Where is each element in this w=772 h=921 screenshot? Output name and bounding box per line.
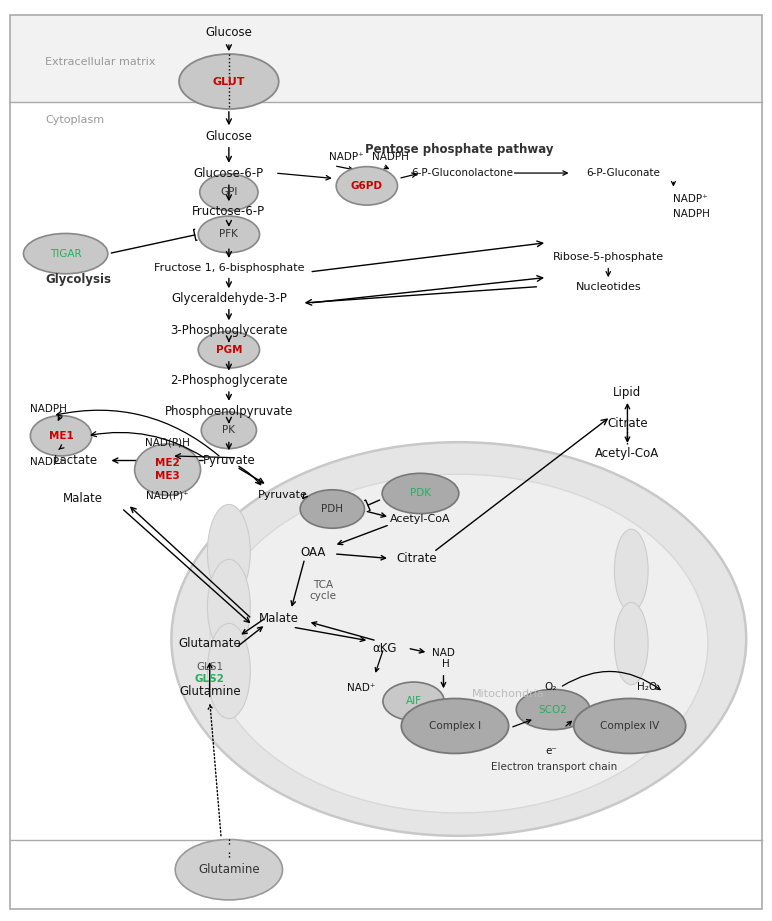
Text: GLS2: GLS2	[195, 674, 225, 684]
Text: Ribose-5-phosphate: Ribose-5-phosphate	[553, 252, 664, 262]
Text: TCA
cycle: TCA cycle	[310, 579, 337, 601]
Ellipse shape	[201, 412, 256, 449]
Text: Extracellular matrix: Extracellular matrix	[45, 57, 155, 67]
Text: G6PD: G6PD	[350, 181, 383, 191]
Ellipse shape	[516, 689, 590, 729]
Text: Lipid: Lipid	[613, 386, 642, 400]
Text: ME2: ME2	[155, 459, 180, 468]
Ellipse shape	[300, 490, 364, 529]
Ellipse shape	[401, 698, 509, 753]
Text: 6-P-Gluconate: 6-P-Gluconate	[587, 168, 661, 178]
Text: Pyruvate: Pyruvate	[258, 490, 307, 500]
Text: PDK: PDK	[410, 488, 431, 498]
Text: e⁻: e⁻	[546, 746, 557, 756]
Text: NAD(P)H: NAD(P)H	[145, 437, 190, 448]
Text: Complex I: Complex I	[429, 721, 481, 731]
Text: Complex IV: Complex IV	[600, 721, 659, 731]
Text: OAA: OAA	[300, 545, 326, 558]
Ellipse shape	[382, 473, 459, 514]
Ellipse shape	[210, 474, 708, 813]
Text: NADPH: NADPH	[29, 404, 66, 414]
Text: Malate: Malate	[63, 493, 103, 506]
Text: Cytoplasm: Cytoplasm	[45, 115, 104, 125]
Ellipse shape	[615, 530, 648, 612]
Text: Phosphoenolpyruvate: Phosphoenolpyruvate	[164, 404, 293, 417]
Text: O₂: O₂	[544, 682, 557, 692]
Text: Electron transport chain: Electron transport chain	[492, 763, 618, 772]
Text: Glutamate: Glutamate	[178, 637, 241, 650]
Text: NADP⁺: NADP⁺	[673, 193, 708, 204]
Ellipse shape	[134, 444, 201, 495]
Ellipse shape	[615, 602, 648, 685]
Text: Lactate: Lactate	[53, 454, 97, 467]
Text: Citrate: Citrate	[607, 417, 648, 430]
Text: αKG: αKG	[372, 642, 397, 655]
Text: 3-Phosphoglycerate: 3-Phosphoglycerate	[170, 324, 287, 337]
Ellipse shape	[208, 559, 250, 655]
Text: NADP⁺: NADP⁺	[329, 153, 363, 162]
Text: Glucose: Glucose	[205, 27, 252, 40]
Ellipse shape	[175, 840, 283, 900]
Text: Glycolysis: Glycolysis	[45, 273, 111, 286]
Text: SCO2: SCO2	[539, 705, 567, 715]
Text: GPI: GPI	[220, 187, 238, 197]
Text: Glutamine: Glutamine	[198, 863, 259, 876]
Text: GLS1: GLS1	[196, 662, 223, 672]
Text: Glucose-6-P: Glucose-6-P	[194, 167, 264, 180]
Text: AIF: AIF	[405, 696, 422, 706]
Text: H: H	[442, 659, 449, 669]
Ellipse shape	[336, 167, 398, 205]
Text: Fructose-6-P: Fructose-6-P	[192, 205, 266, 218]
Text: Acetyl-CoA: Acetyl-CoA	[390, 514, 451, 524]
Ellipse shape	[208, 505, 250, 600]
Text: Pentose phosphate pathway: Pentose phosphate pathway	[364, 143, 553, 156]
Text: Pyruvate: Pyruvate	[202, 454, 256, 467]
Text: 6-P-Gluconolactone: 6-P-Gluconolactone	[411, 168, 513, 178]
Text: Malate: Malate	[259, 612, 299, 625]
Ellipse shape	[200, 174, 258, 211]
Ellipse shape	[171, 442, 747, 836]
Ellipse shape	[574, 698, 686, 753]
Text: NAD(P)⁺: NAD(P)⁺	[146, 490, 189, 500]
Text: NADPH: NADPH	[372, 153, 409, 162]
Text: Mitochondria: Mitochondria	[472, 689, 545, 699]
Text: NAD⁺: NAD⁺	[347, 682, 375, 693]
Ellipse shape	[30, 415, 92, 456]
Text: PGM: PGM	[215, 344, 242, 355]
Text: PFK: PFK	[219, 229, 239, 239]
Text: NAD: NAD	[432, 647, 455, 658]
Text: Acetyl-CoA: Acetyl-CoA	[595, 447, 659, 460]
Text: Citrate: Citrate	[396, 552, 437, 565]
Text: GLUT: GLUT	[212, 76, 245, 87]
Text: 2-Phosphoglycerate: 2-Phosphoglycerate	[170, 374, 288, 388]
Text: PDH: PDH	[321, 504, 344, 514]
Text: ME3: ME3	[155, 471, 180, 481]
Text: ME1: ME1	[49, 431, 73, 441]
Text: Fructose 1, 6-bisphosphate: Fructose 1, 6-bisphosphate	[154, 263, 304, 274]
FancyBboxPatch shape	[11, 15, 761, 101]
Text: Glutamine: Glutamine	[179, 684, 241, 698]
Ellipse shape	[208, 624, 250, 718]
Ellipse shape	[23, 233, 108, 274]
Text: PK: PK	[222, 426, 235, 436]
Text: Nucleotides: Nucleotides	[575, 282, 641, 292]
Ellipse shape	[383, 682, 444, 720]
Text: NADP⁺: NADP⁺	[29, 458, 64, 467]
Ellipse shape	[198, 332, 259, 368]
Text: TIGAR: TIGAR	[50, 249, 81, 259]
Ellipse shape	[198, 216, 259, 252]
Ellipse shape	[179, 54, 279, 109]
Text: NADPH: NADPH	[673, 209, 710, 219]
Text: Glucose: Glucose	[205, 130, 252, 143]
Text: Glyceraldehyde-3-P: Glyceraldehyde-3-P	[171, 292, 287, 305]
Text: H₂O: H₂O	[637, 682, 657, 692]
